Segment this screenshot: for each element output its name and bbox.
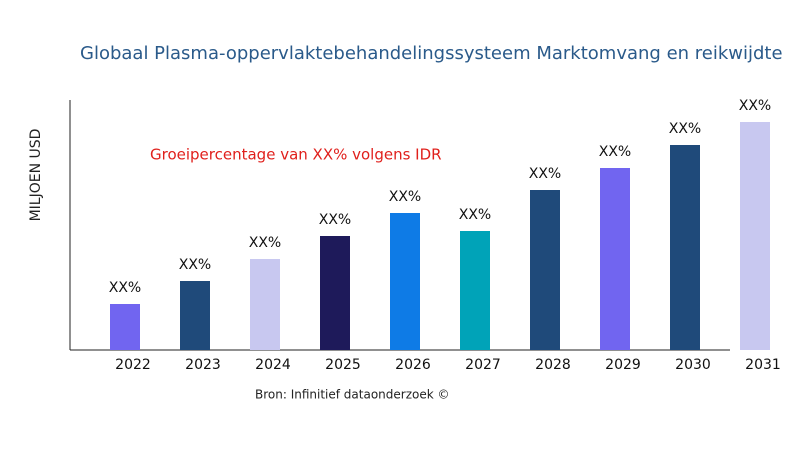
bar xyxy=(110,304,140,350)
annotation: Groeipercentage van XX% volgens IDR xyxy=(150,146,442,164)
x-tick-label: 2022 xyxy=(115,357,151,373)
data-label: XX% xyxy=(599,144,631,160)
data-label: XX% xyxy=(389,189,421,205)
data-label: XX% xyxy=(739,98,771,114)
x-tick-label: 2025 xyxy=(325,357,361,373)
bar xyxy=(390,213,420,350)
x-tick-label: 2024 xyxy=(255,357,291,373)
bar xyxy=(250,259,280,350)
bar xyxy=(180,281,210,350)
data-label: XX% xyxy=(319,212,351,228)
x-tick-label: 2028 xyxy=(535,357,571,373)
y-axis-label: MILJOEN USD xyxy=(28,129,44,222)
chart-title: Globaal Plasma-oppervlaktebehandelingssy… xyxy=(80,43,783,64)
bar xyxy=(530,190,560,350)
bar xyxy=(600,168,630,350)
x-tick-label: 2030 xyxy=(675,357,711,373)
x-tick-label: 2026 xyxy=(395,357,431,373)
bar xyxy=(320,236,350,350)
x-tick-label: 2027 xyxy=(465,357,501,373)
bar xyxy=(670,145,700,350)
data-label: XX% xyxy=(459,207,491,223)
data-label: XX% xyxy=(109,280,141,296)
data-label: XX% xyxy=(179,257,211,273)
x-tick-label: 2031 xyxy=(745,357,781,373)
source: Bron: Infinitief dataonderzoek © xyxy=(255,388,450,402)
bar xyxy=(740,122,770,350)
data-label: XX% xyxy=(249,235,281,251)
x-tick-label: 2029 xyxy=(605,357,641,373)
data-label: XX% xyxy=(529,166,561,182)
bar xyxy=(460,231,490,350)
x-tick-label: 2023 xyxy=(185,357,221,373)
data-label: XX% xyxy=(669,121,701,137)
